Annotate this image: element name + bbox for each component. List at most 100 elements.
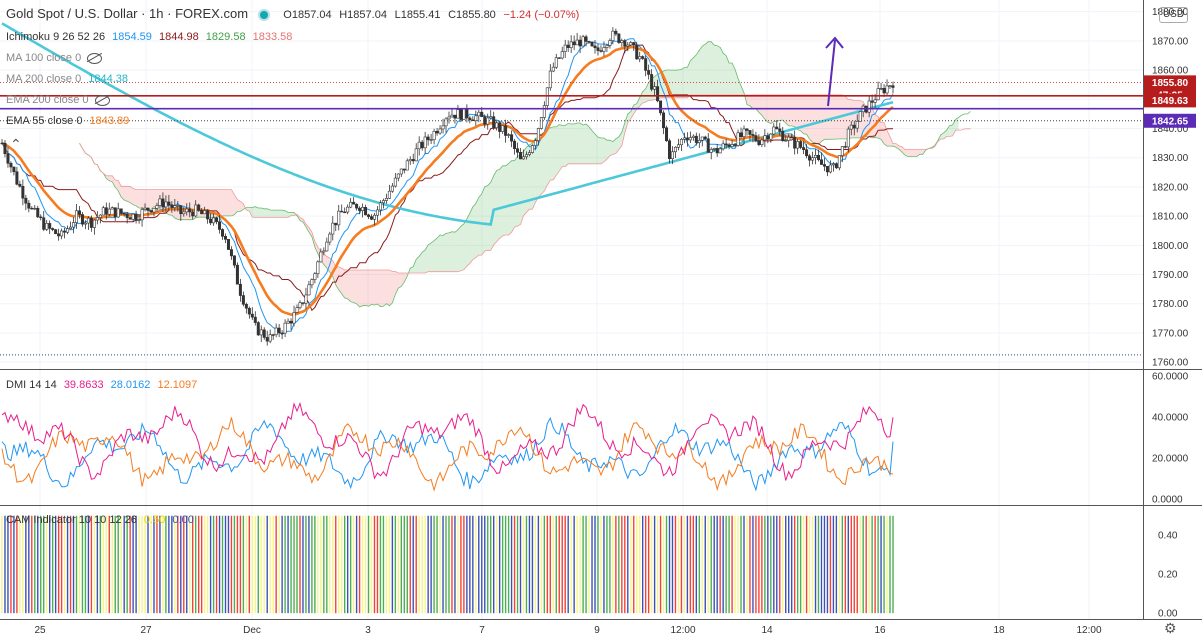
- ohlc-high: H1857.04: [339, 9, 387, 21]
- collapse-chevron-icon[interactable]: ⌃: [10, 136, 22, 152]
- candle: [325, 237, 329, 252]
- cloud-segment: [460, 223, 464, 271]
- candle: [12, 166, 16, 176]
- candle: [60, 228, 64, 240]
- dmi-legend[interactable]: DMI 14 14 39.8633 28.0162 12.1097: [6, 379, 201, 391]
- cloud-segment: [505, 163, 509, 236]
- candle: [647, 64, 651, 80]
- cloud-segment: [484, 185, 488, 251]
- candle: [244, 302, 248, 314]
- candle: [262, 327, 266, 340]
- cloud-segment: [282, 210, 286, 218]
- cloud-segment: [636, 97, 640, 110]
- candle: [617, 33, 621, 44]
- cloud-segment: [475, 197, 479, 258]
- cloud-segment: [422, 249, 426, 274]
- ichimoku-value-4: 1833.58: [252, 31, 293, 43]
- cloud-segment: [508, 160, 512, 236]
- candle: [673, 146, 677, 159]
- cloud-segment: [353, 270, 357, 304]
- candle: [384, 193, 388, 204]
- hidden-eye-icon[interactable]: [87, 52, 103, 64]
- dmi-plus-value: 28.0162: [110, 379, 151, 391]
- candle: [218, 215, 222, 234]
- cloud-segment: [714, 45, 718, 96]
- candle: [679, 138, 683, 151]
- candle: [316, 260, 320, 278]
- cloud-segment: [109, 175, 113, 182]
- candle: [450, 108, 454, 118]
- cloud-segment: [884, 122, 888, 147]
- ichimoku-legend[interactable]: Ichimoku 9 26 52 26 1854.59 1844.98 1829…: [6, 31, 296, 43]
- cloud-segment: [249, 207, 253, 218]
- cloud-segment: [609, 140, 613, 156]
- cloud-segment: [234, 194, 238, 215]
- candle: [745, 128, 749, 136]
- cloud-segment: [136, 189, 140, 209]
- cloud-segment: [502, 165, 506, 236]
- candle: [209, 213, 213, 226]
- time-tick-label: 14: [761, 625, 773, 636]
- candle: [191, 209, 195, 220]
- currency-badge[interactable]: USD: [1159, 7, 1188, 23]
- candle: [328, 231, 332, 246]
- cloud-segment: [559, 124, 563, 172]
- candle: [161, 192, 165, 212]
- cloud-segment: [264, 208, 268, 218]
- price-tick-label: 1780.00: [1152, 299, 1189, 310]
- cloud-segment: [603, 137, 607, 162]
- price-tick-label: 1840.00: [1152, 124, 1189, 135]
- adx-line: [1, 401, 894, 481]
- cloud-segment: [365, 270, 369, 307]
- ema55-legend[interactable]: EMA 55 close 0 1843.89: [6, 115, 133, 127]
- candle: [524, 151, 528, 160]
- candle: [69, 221, 73, 230]
- candle: [808, 153, 812, 167]
- ohlc-close: C1855.80: [448, 9, 496, 21]
- cloud-segment: [681, 67, 685, 98]
- cloud-segment: [904, 149, 908, 157]
- cam-tick-label: 0.40: [1158, 531, 1178, 542]
- candle: [277, 323, 281, 338]
- candle: [530, 144, 534, 154]
- cloud-segment: [410, 266, 414, 274]
- cloud-segment: [130, 186, 134, 205]
- candle: [432, 128, 436, 145]
- candle: [569, 35, 573, 53]
- up-arrow-annotation[interactable]: [825, 36, 844, 107]
- price-pane[interactable]: [0, 0, 1143, 368]
- symbol-title[interactable]: Gold Spot / U.S. Dollar · 1h · FOREX.com: [6, 6, 249, 21]
- candle: [790, 134, 794, 139]
- candle: [849, 121, 853, 136]
- candle: [864, 105, 868, 114]
- candle: [119, 208, 123, 216]
- cloud-segment: [779, 94, 783, 121]
- cloud-segment: [842, 94, 846, 139]
- settings-gear-icon[interactable]: ⚙: [1164, 620, 1177, 636]
- ma200-legend[interactable]: MA 200 close 0 1844.38: [6, 73, 132, 85]
- cloud-segment: [866, 107, 870, 137]
- candle: [361, 203, 365, 218]
- cloud-segment: [139, 189, 143, 209]
- hidden-eye-icon[interactable]: [94, 94, 110, 106]
- candle: [799, 139, 803, 150]
- cloud-segment: [794, 94, 798, 130]
- candle: [867, 95, 871, 118]
- time-axis[interactable]: 25 27 Dec 3 7 9 12:00 14 16 18 12:00: [34, 625, 1102, 636]
- cloud-segment: [142, 189, 146, 210]
- cloud-segment: [696, 50, 700, 96]
- candle: [697, 133, 701, 148]
- ma100-label: MA 100 close 0: [6, 52, 82, 64]
- cam-value-1: 0.50: [143, 514, 166, 526]
- cam-legend[interactable]: CAM Indicator 10 10 12 26 0.50 0.00: [6, 514, 198, 526]
- cloud-segment: [395, 271, 399, 295]
- ma100-legend[interactable]: MA 100 close 0: [6, 52, 106, 64]
- cloud-segment: [565, 123, 569, 167]
- cloud-segment: [690, 57, 694, 96]
- ema200-legend[interactable]: EMA 200 close 0: [6, 94, 114, 106]
- candle: [656, 79, 660, 103]
- candle: [301, 302, 305, 306]
- time-tick-label: Dec: [243, 625, 261, 636]
- candle: [131, 213, 135, 223]
